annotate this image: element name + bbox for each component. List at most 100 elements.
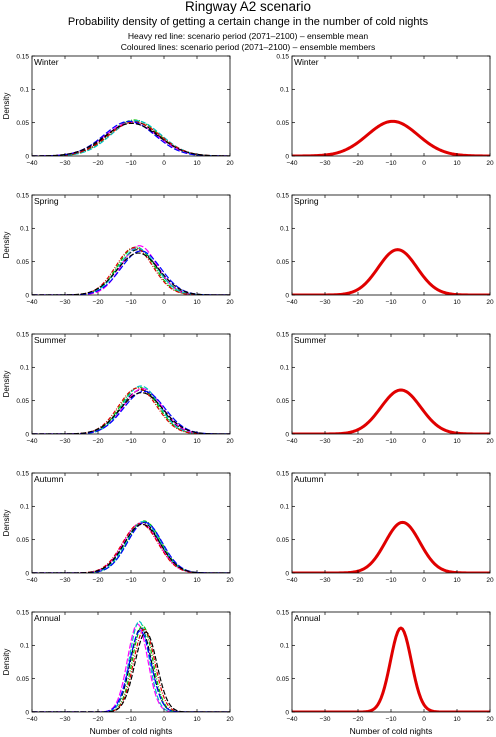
panel-annual-mean: −40 −30 −20 −10 0 10 20 0 0.05 0.1 0.15 Annual Numbe… <box>276 609 494 736</box>
panel-annual-mean-ytick-label: 0.15 <box>276 609 289 616</box>
panel-autumn-members-season-label: Autumn <box>34 474 64 484</box>
panel-annual-members-ytick-label: 0.15 <box>16 609 29 616</box>
panel-summer-members-ytick-label: 0.1 <box>20 365 29 372</box>
panel-summer-members-curves <box>32 385 230 434</box>
panel-autumn-mean-season-label: Autumn <box>294 474 324 484</box>
panel-annual-mean-xlabel: Number of cold nights <box>350 726 433 736</box>
panel-spring-members-ytick-label: 0 <box>25 292 29 299</box>
panel-autumn-mean-ytick-label: 0.1 <box>280 504 289 511</box>
panel-summer-mean-axes-frame <box>291 333 491 435</box>
legend-note-mean: Heavy red line: scenario period (2071–21… <box>127 31 369 41</box>
panel-annual-members-curve-member-2 <box>32 624 230 712</box>
panel-spring-members-curve-member-6 <box>32 250 230 295</box>
panel-winter-members-curve-member-1 <box>32 120 230 156</box>
panel-winter-members-ytick-label: 0 <box>25 153 29 160</box>
panel-summer-members-xtick-label: 20 <box>226 438 234 445</box>
panel-annual-mean-curve-mean <box>292 626 490 712</box>
panel-annual-mean-ytick-label: 0.05 <box>276 676 289 683</box>
panel-annual-members-xtick-label: 0 <box>162 716 166 723</box>
panel-annual-members-season-label: Annual <box>34 613 61 623</box>
panel-autumn-mean-xtick-label: −10 <box>385 577 396 584</box>
panel-annual-mean-xtick-label: 20 <box>486 716 494 723</box>
panel-autumn-members-axes-frame <box>31 472 231 574</box>
panel-autumn-members-xtick-label: 0 <box>162 577 166 584</box>
panel-autumn-members-xtick-label: 10 <box>193 577 201 584</box>
panel-spring-mean-xtick-label: −20 <box>352 299 363 306</box>
panel-autumn-members-xtick-label: −30 <box>59 577 70 584</box>
panel-winter-members-xtick-label: 20 <box>226 160 234 167</box>
panel-spring-mean-xtick-label: 20 <box>486 299 494 306</box>
panel-autumn-members-xtick-label: −10 <box>125 577 136 584</box>
panel-spring-members-curve-member-3 <box>32 245 230 295</box>
panel-winter-members-xtick-label: −30 <box>59 160 70 167</box>
panel-autumn-mean-xtick-label: −40 <box>286 577 297 584</box>
panel-summer-members-ylabel: Density <box>2 371 11 398</box>
panel-summer-mean-xtick-label: −30 <box>319 438 330 445</box>
panel-autumn-members-curve-member-3 <box>32 522 230 573</box>
panel-annual-mean-xtick-label: 0 <box>422 716 426 723</box>
panel-spring-mean-ytick-label: 0.15 <box>276 192 289 199</box>
panel-winter-mean-xtick-label: 0 <box>422 160 426 167</box>
panel-annual-mean-xtick-label: 10 <box>453 716 461 723</box>
panel-summer-members-season-label: Summer <box>34 335 66 345</box>
panel-winter-members-ytick-label: 0.15 <box>16 53 29 60</box>
figure-title: Ringway A2 scenario <box>184 0 312 14</box>
panel-annual-members-xtick-label: −20 <box>92 716 103 723</box>
panel-spring-mean-xtick-label: 0 <box>422 299 426 306</box>
panel-autumn-members-ytick-label: 0.05 <box>16 537 29 544</box>
panel-spring-members-ytick-label: 0.1 <box>20 226 29 233</box>
panel-summer-members-ytick-label: 0.05 <box>16 398 29 405</box>
panel-spring-mean-ytick-label: 0 <box>285 292 289 299</box>
panel-autumn-members-ytick-label: 0.15 <box>16 470 29 477</box>
panel-winter-members-season-label: Winter <box>34 57 59 67</box>
panel-summer-members-axes-frame <box>31 333 231 435</box>
panel-winter-members-ytick-label: 0.05 <box>16 120 29 127</box>
panel-summer-mean-xtick-label: 20 <box>486 438 494 445</box>
panel-annual-members-curves <box>32 620 230 712</box>
panel-spring-members-xtick-label: −40 <box>26 299 37 306</box>
panel-spring-members-xtick-label: 20 <box>226 299 234 306</box>
panel-autumn-members-xtick-label: 20 <box>226 577 234 584</box>
panel-autumn-mean: −40 −30 −20 −10 0 10 20 0 0.05 0.1 0.15 Autumn <box>276 470 494 584</box>
panel-spring-members-xtick-label: −20 <box>92 299 103 306</box>
panel-summer-members-xtick-label: −10 <box>125 438 136 445</box>
panel-winter-members-ytick-label: 0.1 <box>20 87 29 94</box>
panel-spring-members: −40 −30 −20 −10 0 10 20 0 0.05 0.1 0.15 Spring Densi… <box>2 192 234 306</box>
panel-annual-members-ytick-label: 0.1 <box>20 643 29 650</box>
panel-spring-members-xtick-label: −10 <box>125 299 136 306</box>
panel-autumn-mean-xtick-label: −20 <box>352 577 363 584</box>
panel-summer-mean-xtick-label: −40 <box>286 438 297 445</box>
panel-spring-members-axes-frame <box>31 194 231 296</box>
panel-winter-mean-ytick-label: 0.1 <box>280 87 289 94</box>
panel-annual-members-curve-member-1 <box>32 627 230 712</box>
panel-spring-members-xtick-label: −30 <box>59 299 70 306</box>
panel-winter-members-curve-member-6 <box>32 120 230 156</box>
panel-annual-members-ytick-label: 0 <box>25 709 29 716</box>
panel-summer-mean-ytick-label: 0.15 <box>276 331 289 338</box>
panel-winter-mean-xtick-label: 20 <box>486 160 494 167</box>
panel-winter-mean-axes-frame <box>291 55 491 157</box>
panel-winter-members-curves <box>32 119 230 156</box>
panel-winter-mean-ytick-label: 0.15 <box>276 53 289 60</box>
panel-winter-members-curve-member-5 <box>32 121 230 156</box>
panel-summer-mean: −40 −30 −20 −10 0 10 20 0 0.05 0.1 0.15 Summer <box>276 331 494 445</box>
panel-annual-mean-ytick-label: 0.1 <box>280 643 289 650</box>
panel-winter-mean-xtick-label: −40 <box>286 160 297 167</box>
panel-summer-mean-xtick-label: −10 <box>385 438 396 445</box>
panel-winter-mean-ytick-label: 0.05 <box>276 120 289 127</box>
panel-autumn-mean-xtick-label: 10 <box>453 577 461 584</box>
panel-winter-members-curve-member-7 <box>32 122 230 156</box>
panel-spring-mean-ytick-label: 0.1 <box>280 226 289 233</box>
panel-summer-members-ytick-label: 0 <box>25 431 29 438</box>
panel-summer-mean-xtick-label: −20 <box>352 438 363 445</box>
panel-winter-members-xtick-label: 10 <box>193 160 201 167</box>
panel-annual-mean-ytick-label: 0 <box>285 709 289 716</box>
panel-spring-mean-xtick-label: −10 <box>385 299 396 306</box>
panel-autumn-members-ylabel: Density <box>2 510 11 537</box>
panel-summer-mean-xtick-label: 0 <box>422 438 426 445</box>
panel-spring-members-curve-member-1 <box>32 249 230 295</box>
panel-spring-members-curve-member-7 <box>32 252 230 295</box>
panel-summer-members-xtick-label: 0 <box>162 438 166 445</box>
panel-autumn-mean-xtick-label: 0 <box>422 577 426 584</box>
